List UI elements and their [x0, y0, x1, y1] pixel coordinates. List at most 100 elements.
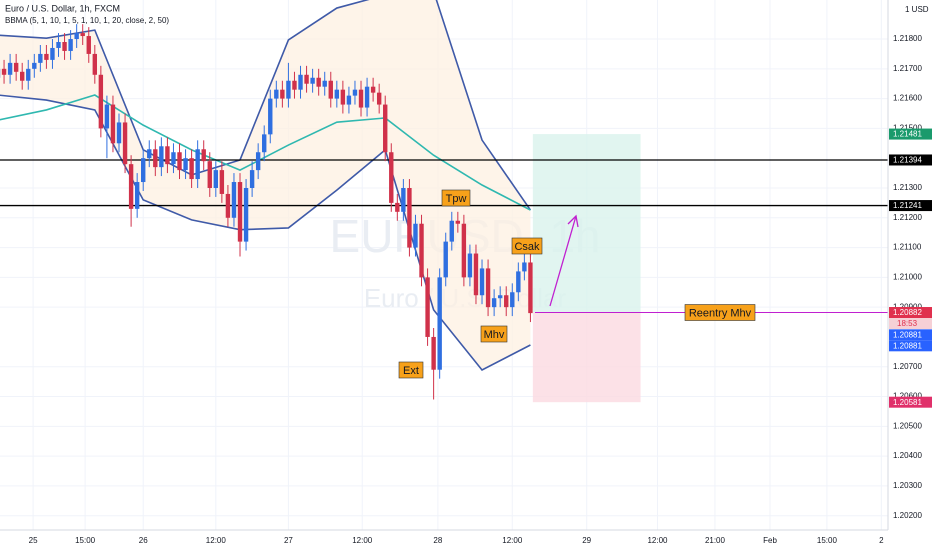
x-tick-label: 15:00 [75, 536, 96, 545]
candle-body [231, 182, 237, 218]
x-tick-label: 28 [433, 536, 442, 545]
candle-body [20, 71, 25, 81]
candle-body [237, 182, 243, 242]
candle-body [110, 104, 116, 144]
candle-body [165, 146, 170, 165]
indicator-label: BBMA (5, 1, 10, 1, 5, 1, 10, 1, 20, clos… [5, 16, 169, 25]
candle-body [86, 36, 91, 54]
annotation-box [398, 361, 424, 379]
candle-body [304, 74, 309, 84]
candle-body [449, 220, 454, 242]
candle-body [364, 86, 370, 108]
candle-body [528, 262, 533, 314]
candle-body [26, 68, 31, 81]
price-tag-label: 1.20881 [893, 330, 922, 339]
price-tag [889, 154, 932, 166]
y-tick-label: 1.21100 [893, 243, 922, 252]
annotation: Reentry Mhv [689, 307, 752, 319]
candle-body [177, 152, 182, 171]
y-tick-label: 1.20200 [893, 511, 922, 520]
countdown-tag [889, 318, 932, 330]
indicator-line [0, 0, 532, 211]
candle-body [352, 89, 358, 96]
y-tick-label: 1.20700 [893, 362, 922, 371]
x-tick-label: 12:00 [206, 536, 227, 545]
candle-body [340, 89, 346, 105]
candle-body [461, 223, 467, 278]
axis-unit: 1 USD [905, 5, 929, 14]
candle-body [38, 53, 43, 63]
price-tag [889, 329, 932, 341]
candle-body [425, 277, 430, 337]
x-tick-label: 26 [139, 536, 148, 545]
annotation: Tpw [446, 193, 467, 205]
candle-body [516, 271, 521, 293]
candle-body [98, 74, 104, 129]
candle-body [171, 152, 176, 165]
candle-body [346, 95, 352, 105]
candle-body [419, 223, 424, 278]
candle-body [122, 122, 128, 165]
annotation: Mhv [484, 329, 505, 341]
candle-body [195, 149, 200, 180]
candle-body [249, 170, 255, 188]
candle-body [322, 80, 327, 87]
price-axis [888, 0, 932, 550]
candle-body [189, 158, 194, 180]
candle-body [147, 149, 152, 159]
price-tag-label: 1.20581 [893, 398, 922, 407]
candle-body [255, 152, 261, 171]
candle-body [310, 77, 315, 84]
candle-body [219, 170, 225, 194]
candle-body [389, 152, 394, 203]
candle-body [479, 268, 485, 296]
arrow [549, 215, 577, 307]
candle-body [497, 295, 503, 299]
candle-body [504, 295, 509, 308]
x-tick-label: 2 [879, 536, 884, 545]
y-tick-label: 1.21300 [893, 183, 922, 192]
candle-body [298, 74, 303, 90]
y-tick-label: 1.21700 [893, 64, 922, 73]
candle-body [141, 158, 146, 183]
x-tick-label: 12:00 [647, 536, 668, 545]
candle-body [116, 122, 122, 144]
candle-body [358, 89, 364, 108]
candle-body [62, 42, 67, 51]
candle-body [243, 187, 249, 242]
candle-body [56, 42, 61, 48]
candle-body [74, 33, 79, 40]
candle-body [92, 53, 98, 75]
candle-body [68, 39, 73, 51]
candle-body [32, 62, 37, 69]
y-tick-label: 1.20900 [893, 302, 922, 311]
x-tick-label: Feb [763, 536, 777, 545]
price-tag-label: 1.21481 [893, 130, 922, 139]
annotation-box [480, 325, 508, 343]
candle-body [443, 241, 448, 278]
y-tick-label: 1.21800 [893, 34, 922, 43]
candle-body [292, 80, 297, 90]
candle-body [201, 149, 206, 162]
candle-body [328, 80, 333, 99]
x-tick-label: 15:00 [817, 536, 838, 545]
y-tick-label: 1.20500 [893, 421, 922, 430]
candle-body [13, 62, 19, 72]
candle-body [395, 202, 400, 212]
candle-body [1, 68, 7, 75]
x-tick-label: 29 [582, 536, 591, 545]
candle-body [50, 47, 55, 60]
candle-body [104, 104, 110, 129]
y-tick-label: 1.21000 [893, 272, 922, 281]
candle-body [159, 146, 164, 168]
countdown: 18:53 [897, 319, 918, 328]
price-tag [889, 396, 932, 408]
candle-body [225, 193, 231, 218]
candle-body [407, 187, 412, 248]
candle-body [262, 134, 267, 153]
candle-body [383, 104, 388, 153]
price-tag [889, 340, 932, 352]
y-tick-label: 1.21600 [893, 94, 922, 103]
annotation: Ext [403, 365, 419, 377]
profit-zone [532, 134, 641, 313]
